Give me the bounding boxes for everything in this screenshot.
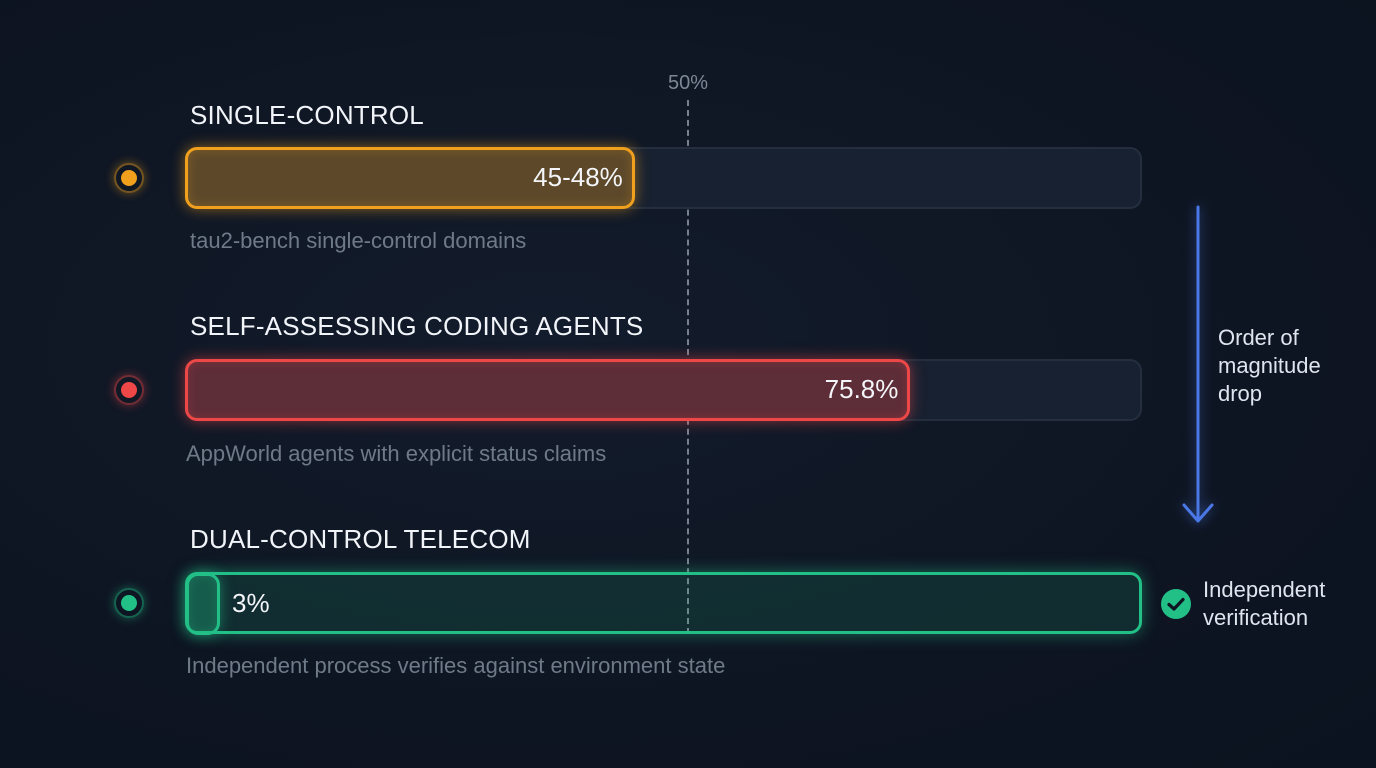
- row-title-single-control: SINGLE-CONTROL: [190, 100, 424, 130]
- row-marker-dot: [114, 588, 144, 618]
- check-circle-icon: [1161, 589, 1191, 619]
- bar-track: 45-48%: [185, 147, 1142, 209]
- bar-value-label: 45-48%: [533, 162, 623, 192]
- row-subtitle: tau2-bench single-control domains: [190, 228, 527, 253]
- bar-track: 3%: [185, 572, 1142, 635]
- bar-value-label: 3%: [232, 588, 270, 618]
- row-title-dual-control-telecom: DUAL-CONTROL TELECOM: [190, 524, 531, 554]
- bar-self-assessing-coding-agents: [185, 359, 911, 421]
- row-title-self-assessing-coding-agents: SELF-ASSESSING CODING AGENTS: [190, 311, 644, 341]
- row-marker-dot: [114, 375, 144, 405]
- verification-annotation: Independent verification: [1203, 577, 1326, 630]
- row-marker-dot: [114, 163, 144, 193]
- row-subtitle: Independent process verifies against env…: [186, 653, 726, 678]
- bar-single-control: [185, 147, 635, 209]
- reference-line-label: 50%: [667, 72, 709, 94]
- arrow-down-icon: [1182, 205, 1214, 523]
- bar-dual-control-telecom: [186, 573, 220, 635]
- bar-value-label: 75.8%: [824, 374, 899, 404]
- bar-track: 75.8%: [185, 359, 1142, 421]
- drop-annotation: Order of magnitude drop: [1218, 325, 1321, 406]
- row-subtitle: AppWorld agents with explicit status cla…: [186, 441, 607, 466]
